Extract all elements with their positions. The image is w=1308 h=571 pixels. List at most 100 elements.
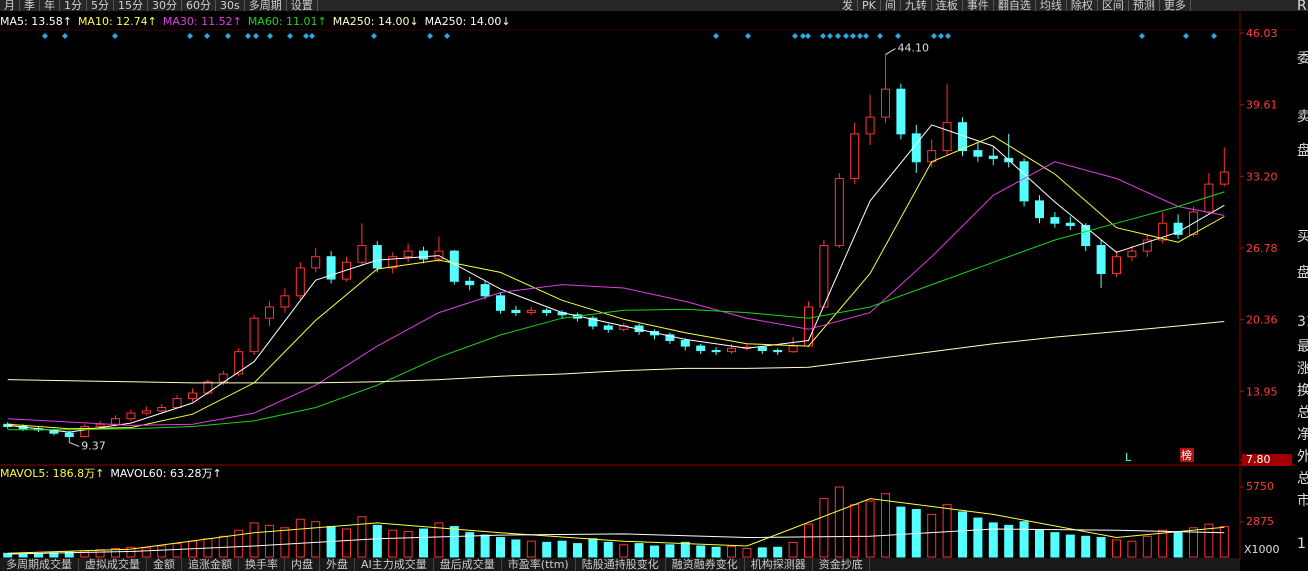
candle-body [1127,250,1137,258]
tool-button[interactable]: 更多 [1160,0,1191,11]
candle-body [188,392,197,400]
volume-legend-item: MAVOL60: 63.28万↑ [110,467,222,480]
period-button[interactable]: 30s [216,0,245,11]
candle-body [1096,245,1106,274]
candle-body [342,261,351,280]
volume-bar [696,545,706,558]
indicator-tab[interactable]: 换手率 [239,558,285,571]
signal-marker [1211,33,1217,39]
indicator-tab[interactable]: 陆股通持股变化 [576,558,666,571]
volume-bar [942,504,952,558]
candle-body [80,425,90,438]
volume-bar [419,528,428,558]
tool-button[interactable]: 除权 [1067,0,1098,11]
candle-body [1142,239,1152,252]
period-button[interactable]: 月 [0,0,20,11]
volume-bar [850,504,860,558]
candle-body [680,339,690,347]
candle-body [1219,171,1229,185]
toolbar: 月季年 1分 5分 15分 30分 60分 30s 多周期 设置 发 PK 间九转 连板 事件 翻自选 均线除… [0,0,1308,11]
candle-body [542,309,552,314]
period-button[interactable]: 1分 [60,0,87,11]
signal-marker [112,33,118,39]
indicator-tab[interactable]: 融资融券变化 [666,558,745,571]
volume-bar [295,518,305,558]
volume-bar [141,547,151,558]
indicator-tab[interactable]: 内盘 [285,558,320,571]
signal-marker [857,33,863,39]
volume-bar [357,516,367,558]
ma-line [7,161,1225,426]
tool-button[interactable]: 连板 [932,0,963,11]
volume-bar [665,544,675,558]
signal-marker [253,33,259,39]
indicator-tabs: 多周期成交量 虚拟成交量 金额 追涨金额 换手率 内盘 外盘 AI主力成交量 盘后成交量 市盈率(… [0,558,1240,571]
candle-body [357,245,367,263]
volume-bar [757,547,767,558]
indicator-tab[interactable]: 盘后成交量 [434,558,502,571]
indicator-tab[interactable]: 市盈率(ttm) [502,558,576,571]
tool-button[interactable]: 区间 [1098,0,1129,11]
indicator-tab[interactable]: 机构探测器 [745,558,813,571]
volume-bar [449,526,459,558]
volume-bar [1019,521,1029,558]
period-button[interactable]: 设置 [287,0,318,11]
volume-bar [218,535,228,558]
panel-text: 买 [1297,229,1308,245]
signal-marker [792,33,798,39]
indicator-tab[interactable]: 外盘 [320,558,355,571]
indicator-tab[interactable]: 追涨金额 [182,558,239,571]
signal-marker [843,33,849,39]
volume-bar [834,486,844,558]
y-tick-label: 33.20 [1246,170,1278,183]
volume-bar [249,522,259,558]
signal-marker [945,33,951,39]
indicator-tab[interactable]: 金额 [147,558,182,571]
signal-marker [745,33,751,39]
tool-button[interactable]: 均线 [1036,0,1067,11]
volume-bar [1004,524,1014,558]
candle-body [603,325,613,330]
period-button[interactable]: 15分 [114,0,148,11]
signal-marker [713,33,719,39]
signal-marker [863,33,869,39]
indicator-tab[interactable]: 虚拟成交量 [79,558,147,571]
volume-bar [603,541,613,558]
tool-button[interactable]: PK [858,0,881,11]
period-button[interactable]: 5分 [87,0,114,11]
volume-bar [865,500,875,558]
tool-button[interactable]: 预测 [1129,0,1160,11]
indicator-tab[interactable]: 资金抄底 [813,558,870,571]
tool-button[interactable]: 事件 [963,0,994,11]
candle-body [834,178,844,247]
ma-line [7,135,1225,430]
volume-bar [111,547,120,558]
period-button[interactable]: 年 [40,0,60,11]
volume-bar [588,538,598,558]
volume-bar [234,529,244,558]
signal-marker [267,33,273,39]
volume-legend: MAVOL5: 186.8万↑ MAVOL60: 63.28万↑ [0,467,228,481]
y-tick-label: 7.80 [1246,453,1271,466]
signal-label: 榜 [1181,448,1192,462]
volume-bar [18,553,28,558]
volume-bar [1081,535,1091,558]
tool-button[interactable]: 发 [838,0,858,11]
tool-button[interactable]: 九转 [901,0,932,11]
candle-body [295,267,305,297]
period-button[interactable]: 季 [20,0,40,11]
period-button[interactable]: 30分 [148,0,182,11]
tool-button[interactable]: 间 [881,0,901,11]
indicator-tab[interactable]: AI主力成交量 [355,558,434,571]
volume-bar [157,545,167,558]
signal-marker [62,33,68,39]
period-button[interactable]: 60分 [182,0,216,11]
indicator-tab[interactable]: 多周期成交量 [0,558,79,571]
candle-body [480,284,490,297]
period-button[interactable]: 多周期 [245,0,287,11]
tool-button[interactable]: 翻自选 [994,0,1036,11]
volume-bar [896,506,906,558]
signal-marker [444,33,450,39]
panel-text: 1 [1297,536,1306,552]
candle-body [434,250,444,260]
